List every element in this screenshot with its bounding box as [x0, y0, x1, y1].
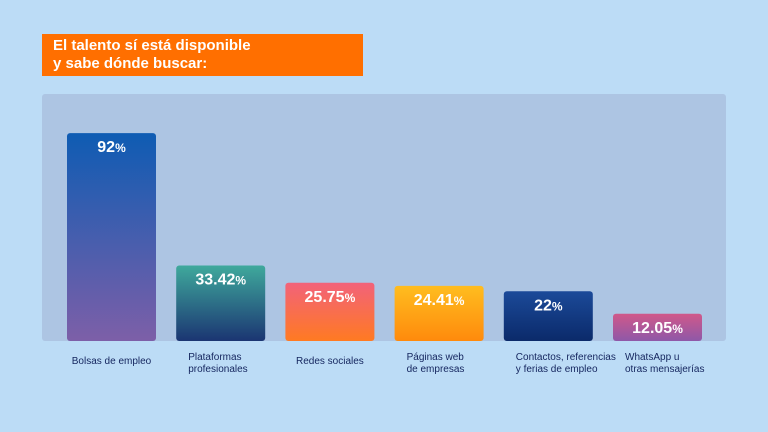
bar-1: [176, 265, 266, 341]
chart-title-line-2: y sabe dónde buscar:: [53, 55, 208, 72]
bar-2: [285, 282, 375, 341]
bar-value-label-5: 12.05%: [632, 320, 683, 337]
category-label-2: Redes sociales: [296, 356, 364, 367]
chart-title-box: El talento sí está disponible y sabe dón…: [42, 34, 363, 76]
category-label-1: Plataformas profesionales: [188, 352, 247, 375]
bar-4: [503, 291, 593, 341]
category-label-4: Contactos, referencias y ferias de empleo: [516, 352, 616, 375]
category-label-5: WhatsApp u otras mensajerías: [625, 352, 704, 375]
bar-value-label-3: 24.41%: [414, 292, 465, 309]
bar-value-label-2: 25.75%: [305, 289, 356, 306]
category-label-3: Páginas web de empresas: [407, 352, 465, 375]
category-label-0: Bolsas de empleo: [72, 356, 152, 367]
chart-title-line-1: El talento sí está disponible: [53, 37, 251, 54]
bar-value-label-1: 33.42%: [195, 271, 246, 288]
bar-value-label-0: 92%: [97, 139, 126, 156]
bar-0: [67, 133, 156, 341]
bar-value-label-4: 22%: [534, 297, 563, 314]
bar-5: [613, 313, 702, 341]
bar-3: [394, 285, 484, 341]
